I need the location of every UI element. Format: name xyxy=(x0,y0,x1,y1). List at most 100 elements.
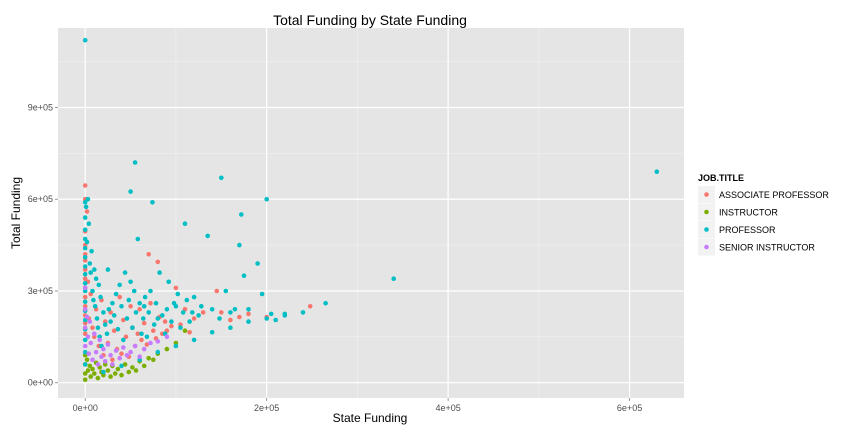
data-point xyxy=(128,189,133,194)
data-point xyxy=(307,304,313,309)
data-point xyxy=(228,310,233,315)
data-point xyxy=(126,369,132,375)
data-point xyxy=(90,325,95,331)
data-point xyxy=(273,317,279,323)
data-point xyxy=(228,317,233,323)
data-point xyxy=(173,304,179,309)
data-point xyxy=(141,363,147,369)
data-point xyxy=(82,215,88,220)
data-point xyxy=(108,352,113,358)
data-point xyxy=(119,351,124,357)
data-point xyxy=(191,337,197,343)
data-point xyxy=(391,276,397,282)
data-point xyxy=(200,310,206,315)
data-point xyxy=(135,331,141,337)
data-point xyxy=(166,279,171,285)
legend-key-point xyxy=(704,209,709,215)
data-point xyxy=(110,300,115,306)
data-point xyxy=(117,355,122,361)
data-point xyxy=(112,371,118,376)
data-point xyxy=(123,334,129,340)
data-point xyxy=(119,372,124,378)
data-point xyxy=(87,319,93,324)
data-point xyxy=(105,368,111,373)
data-point xyxy=(82,254,88,260)
data-point xyxy=(146,252,151,257)
data-point xyxy=(83,204,89,210)
data-point xyxy=(139,337,144,343)
data-point xyxy=(133,310,139,315)
data-point xyxy=(239,212,244,217)
data-point xyxy=(82,227,88,233)
data-point xyxy=(142,294,148,300)
data-point xyxy=(137,307,142,312)
y-tick-label: 6e+05 xyxy=(28,194,53,204)
data-point xyxy=(113,348,119,353)
data-point xyxy=(187,319,192,324)
data-point xyxy=(137,300,142,306)
data-point xyxy=(92,267,97,272)
data-point xyxy=(157,270,162,275)
y-tick-label: 3e+05 xyxy=(28,286,53,296)
data-point xyxy=(97,337,102,343)
data-point xyxy=(86,351,92,357)
data-point xyxy=(92,304,98,309)
data-point xyxy=(92,371,97,376)
data-point xyxy=(82,37,88,43)
x-tick-label: 4e+05 xyxy=(435,403,460,413)
data-point xyxy=(133,368,139,373)
data-point xyxy=(82,200,88,205)
data-point xyxy=(259,291,265,297)
data-point xyxy=(246,319,251,324)
data-point xyxy=(190,310,195,315)
data-point xyxy=(155,349,161,355)
data-point xyxy=(264,316,270,321)
data-point xyxy=(196,313,201,318)
data-point xyxy=(82,349,88,355)
data-point xyxy=(191,294,197,300)
legend-title: JOB.TITLE xyxy=(698,173,744,183)
data-point xyxy=(182,328,188,334)
data-point xyxy=(106,307,112,312)
data-point xyxy=(128,349,133,355)
data-point xyxy=(96,282,102,288)
data-point xyxy=(268,311,274,317)
data-point xyxy=(164,334,170,340)
data-point xyxy=(82,325,88,331)
data-point xyxy=(82,281,88,286)
chart-title: Total Funding by State Funding xyxy=(273,12,467,28)
data-point xyxy=(82,183,88,188)
data-point xyxy=(84,314,90,320)
data-point xyxy=(94,316,100,321)
data-point xyxy=(141,320,147,326)
data-point xyxy=(300,310,306,315)
data-point xyxy=(82,371,88,376)
data-point xyxy=(164,307,170,312)
legend: JOB.TITLE ASSOCIATE PROFESSOR INSTRUCTOR P… xyxy=(698,173,829,256)
x-tick-label: 6e+05 xyxy=(617,403,642,413)
data-point xyxy=(98,294,103,300)
data-point xyxy=(162,319,168,324)
data-point xyxy=(122,270,128,275)
data-point xyxy=(101,346,106,352)
data-point xyxy=(82,276,88,282)
data-point xyxy=(141,316,146,321)
data-point xyxy=(82,264,88,269)
data-point xyxy=(117,294,122,300)
data-point xyxy=(132,343,138,349)
data-point xyxy=(180,310,186,315)
data-point xyxy=(173,343,179,349)
data-point xyxy=(88,374,93,379)
data-point xyxy=(111,313,117,318)
data-point xyxy=(108,319,113,324)
data-point xyxy=(88,270,93,275)
data-point xyxy=(84,239,90,245)
data-point xyxy=(160,313,165,318)
data-point xyxy=(191,316,197,321)
legend-label: PROFESSOR xyxy=(719,225,776,235)
data-point xyxy=(132,160,138,165)
data-point xyxy=(101,369,106,375)
data-point xyxy=(228,325,233,331)
data-point xyxy=(137,354,142,360)
